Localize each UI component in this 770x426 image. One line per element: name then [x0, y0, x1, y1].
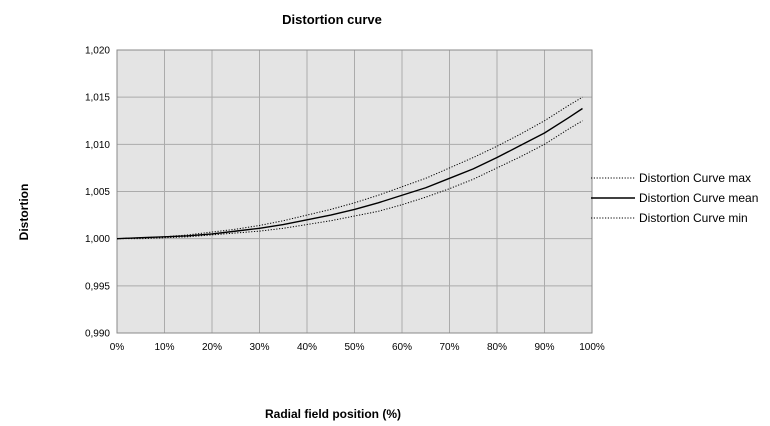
y-tick-label: 0,995 — [85, 281, 110, 292]
x-tick-label: 100% — [579, 342, 605, 353]
y-tick-label: 0,990 — [85, 329, 110, 340]
y-tick-label: 1,000 — [85, 234, 110, 245]
x-axis-title: Radial field position (%) — [265, 407, 401, 421]
series-group — [116, 96, 583, 240]
x-tick-label: 50% — [344, 342, 364, 353]
tick-labels: 0% 10% 20% 30% 40% 50% 60% 70% 80% 90% 100% 0,990 0,… — [85, 46, 605, 354]
y-tick-label: 1,015 — [85, 93, 110, 104]
series-line-distortion-curve-max — [116, 96, 583, 240]
legend-label: Distortion Curve mean — [639, 191, 758, 205]
x-tick-label: 60% — [392, 342, 412, 353]
y-tick-label: 1,005 — [85, 187, 110, 198]
plot-border — [116, 49, 593, 334]
y-axis-title: Distortion — [17, 184, 31, 241]
x-tick-label: 80% — [487, 342, 507, 353]
series-line-distortion-curve-min — [117, 120, 583, 240]
x-tick-label: 10% — [154, 342, 174, 353]
x-tick-label: 20% — [202, 342, 222, 353]
x-tick-label: 70% — [439, 342, 459, 353]
x-tick-label: 40% — [297, 342, 317, 353]
x-tick-label: 30% — [249, 342, 269, 353]
legend-label: Distortion Curve max — [639, 171, 751, 185]
plot-area — [116, 49, 593, 334]
y-tick-label: 1,020 — [85, 46, 110, 57]
x-tick-label: 90% — [534, 342, 554, 353]
series-line-distortion-curve-mean — [116, 107, 583, 240]
x-tick-label: 0% — [110, 342, 125, 353]
y-tick-label: 1,010 — [85, 140, 110, 151]
legend: Distortion Curve max Distortion Curve mea… — [591, 171, 758, 225]
legend-label: Distortion Curve min — [639, 211, 748, 225]
chart-title: Distortion curve — [282, 12, 382, 27]
